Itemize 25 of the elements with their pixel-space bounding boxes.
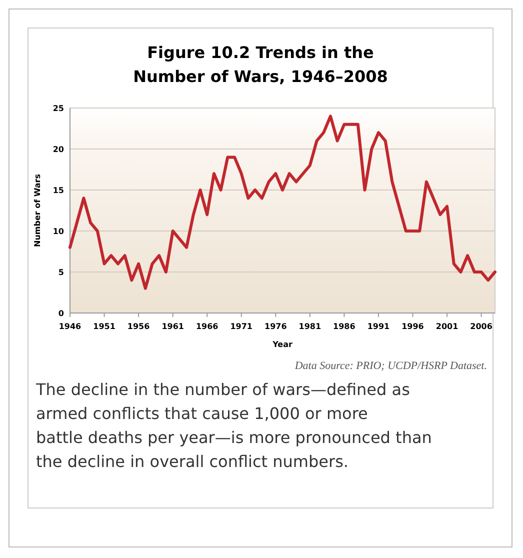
x-tick-label: 1956 <box>127 322 150 331</box>
x-tick-label: 1971 <box>230 322 253 331</box>
x-axis-title: Year <box>272 340 292 349</box>
y-tick-label: 10 <box>52 227 64 236</box>
x-tick-label: 2001 <box>436 322 459 331</box>
x-tick-label: 1986 <box>333 322 356 331</box>
x-tick-label: 1991 <box>367 322 390 331</box>
y-tick-label: 0 <box>58 309 64 318</box>
y-tick-label: 25 <box>52 104 64 113</box>
y-tick-label: 5 <box>58 268 64 277</box>
x-tick-label: 2006 <box>470 322 493 331</box>
x-tick-label: 1981 <box>298 322 322 331</box>
x-tick-label: 1946 <box>58 322 82 331</box>
x-tick-label: 1951 <box>93 322 116 331</box>
x-tick-label: 1996 <box>402 322 424 331</box>
x-tick-label: 1976 <box>264 322 288 331</box>
line-series <box>68 114 496 290</box>
text: The decline in the number of wars—defined as armed conflicts that cause 1,000 or more battle deaths per year—is more pronounced than the decline in overall conflict numbers. <box>35 380 432 471</box>
chart-title: Figure 10.2 Trends in the Number of Wars, 1946–2008 <box>133 43 388 86</box>
x-tick-label: 1961 <box>162 322 184 331</box>
y-tick-label: 15 <box>52 186 64 195</box>
y-axis-title: Number of Wars <box>33 174 42 248</box>
x-tick-label: 1966 <box>196 322 219 331</box>
y-tick-label: 20 <box>52 145 64 154</box>
source-note: Data Source: PRIO; UCDP/HSRP Dataset. <box>294 360 487 372</box>
